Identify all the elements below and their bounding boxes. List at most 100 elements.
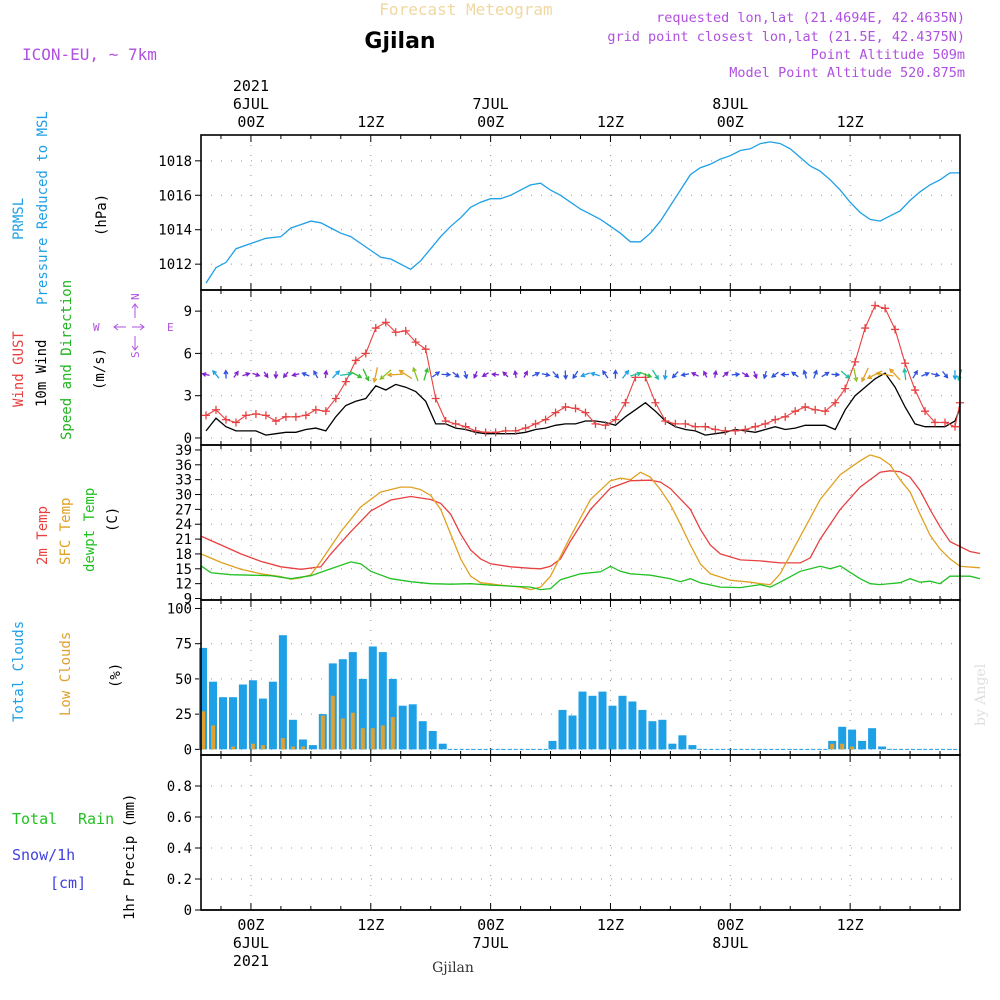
gust-markers (201, 301, 964, 437)
compass-e: E (167, 321, 174, 334)
wind-arrow (350, 371, 363, 379)
wind-arrow (323, 369, 329, 379)
total-cloud-bar (408, 704, 417, 750)
wind-arrow (853, 367, 859, 383)
gust-marker (481, 428, 490, 437)
wind-arrow (875, 371, 894, 377)
wind-arrow (580, 372, 590, 378)
total-cloud-bar (838, 726, 847, 750)
model-label: ICON-EU, ~ 7km (22, 45, 157, 64)
low-cloud-bar (380, 725, 385, 750)
total-cloud-bar (248, 680, 257, 750)
precip-total: Total (12, 810, 57, 828)
time-label-bottom: 12Z (357, 916, 384, 934)
total-cloud-bar (209, 681, 217, 750)
gust-marker (651, 398, 660, 407)
panel-frame-precip (200, 754, 961, 911)
gust-marker (521, 424, 530, 433)
total-cloud-bar (348, 652, 357, 750)
total-cloud-bar (598, 691, 607, 750)
gust-marker (721, 426, 730, 435)
gust-marker (771, 415, 780, 424)
wind-label-2: 10m Wind (34, 340, 50, 407)
y-tick-label: 30 (175, 488, 192, 504)
wind-arrow (831, 372, 841, 378)
wind-arrow (589, 371, 600, 377)
total-cloud-bar (278, 635, 287, 750)
total-cloud-bar (418, 721, 427, 750)
gust-marker (611, 415, 620, 424)
wind-arrow (263, 371, 269, 379)
wind-arrow (680, 372, 690, 378)
precip-labels: Total Rain Snow/1h [cm] 1hr Precip (mm) (12, 794, 138, 920)
gust-marker (381, 318, 390, 327)
wind-arrow (652, 369, 659, 381)
gust-marker (591, 419, 600, 428)
cloud-bars (199, 635, 960, 750)
gust-marker (881, 304, 890, 313)
gust-marker (751, 422, 760, 431)
model-altitude: Model Point Altitude 520.875m (729, 65, 965, 81)
wind-arrow (481, 372, 489, 378)
gust-marker (231, 418, 240, 427)
location-title: Gjilan (364, 29, 435, 54)
y-tick-label: 100 (167, 601, 192, 617)
gust-marker (301, 411, 310, 420)
low-cloud-bar (300, 746, 305, 750)
wind-arrow (490, 372, 500, 378)
total-cloud-bar (388, 678, 397, 750)
time-label-top: 7JUL (473, 95, 509, 113)
low-cloud-bar (280, 738, 285, 750)
temp-label-3: dewpt Temp (82, 488, 98, 572)
total-cloud-bar (338, 659, 347, 750)
gust-marker (251, 410, 260, 418)
wind-arrow (902, 367, 908, 381)
total-cloud-bar (608, 705, 617, 750)
gust-marker (311, 405, 320, 414)
y-tick-label: 36 (175, 458, 192, 474)
gust-marker (501, 426, 510, 435)
gust-marker (221, 415, 230, 424)
total-cloud-bar (568, 715, 577, 750)
wind-arrow (332, 370, 341, 379)
y-tick-label: 25 (175, 707, 192, 723)
wind-arrow (563, 370, 569, 381)
pressure-label-2: Pressure Reduced to MSL (35, 111, 51, 305)
wind-arrow (441, 372, 452, 378)
requested-point: requested lon,lat (21.4694E, 42.4635N) (656, 10, 965, 26)
wind-arrow (313, 370, 319, 379)
sfc-temp-line (200, 454, 981, 591)
y-tick-label: 0.2 (167, 872, 192, 888)
precip-cm: [cm] (50, 874, 86, 892)
wind-arrow (741, 372, 750, 378)
y-tick-label: 6 (184, 346, 192, 362)
wind-arrow (921, 371, 930, 377)
total-cloud-bar (638, 709, 647, 750)
gust-marker (821, 407, 830, 416)
total-cloud-bar (558, 709, 567, 750)
total-cloud-bar (658, 719, 667, 750)
total-cloud-bar (688, 745, 697, 750)
gust-marker (811, 405, 820, 414)
point-altitude: Point Altitude 509m (811, 47, 965, 63)
total-cloud-bar (219, 697, 227, 750)
gust-marker (681, 419, 690, 428)
total-cloud-bar (678, 735, 687, 750)
total-cloud-bar (648, 721, 657, 750)
time-label-bottom: 8JUL (712, 934, 748, 952)
wind10m-line (205, 372, 961, 436)
compass-w: W (93, 321, 100, 334)
temp-unit: (C) (105, 507, 121, 532)
gust-marker (511, 426, 520, 435)
low-cloud-bar (330, 695, 335, 750)
total-cloud-bar (358, 678, 367, 750)
gust-marker (831, 398, 840, 407)
gust-marker (201, 411, 210, 420)
wind-arrow (942, 370, 949, 379)
wind-arrow (671, 371, 679, 379)
y-tick-label: 27 (175, 502, 192, 518)
gust-marker (761, 419, 770, 428)
wind-arrow (762, 370, 768, 380)
precip-rain: Rain (78, 810, 114, 828)
